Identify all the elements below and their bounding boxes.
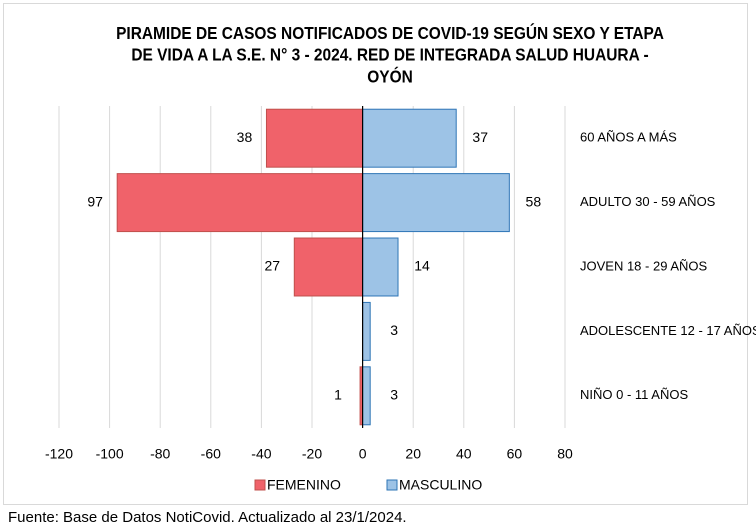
bar (362, 173, 510, 233)
x-tick-label: 60 (507, 446, 523, 462)
bar (293, 237, 364, 297)
data-label: 27 (265, 258, 281, 274)
data-label: 38 (237, 129, 253, 145)
legend-label: FEMENINO (267, 477, 341, 493)
x-tick-label: -100 (96, 446, 124, 462)
x-tick-label: 80 (557, 446, 573, 462)
chart-title: DE VIDA A LA S.E. N° 3 - 2024. RED DE IN… (131, 45, 648, 65)
source-note: Fuente: Base de Datos NotiCovid. Actuali… (8, 509, 407, 526)
bar (362, 237, 399, 297)
bar (362, 108, 457, 168)
category-label: JOVEN 18 - 29 AÑOS (580, 258, 707, 273)
bar (116, 173, 364, 233)
data-label: 14 (414, 258, 430, 274)
legend-swatch (386, 479, 398, 491)
x-tick-label: -120 (45, 446, 73, 462)
x-tick-label: 40 (456, 446, 472, 462)
x-tick-label: -20 (302, 446, 322, 462)
data-label: 37 (472, 129, 488, 145)
bar (362, 301, 371, 361)
category-label: NIÑO 0 - 11 AÑOS (580, 387, 688, 402)
category-label: ADOLESCENTE 12 - 17 AÑOS (580, 323, 756, 338)
data-label: 1 (334, 387, 342, 403)
legend-swatch (254, 479, 266, 491)
x-tick-label: 20 (405, 446, 421, 462)
data-label: 97 (87, 193, 103, 209)
category-label: ADULTO 30 - 59 AÑOS (580, 194, 716, 209)
data-label: 3 (390, 387, 398, 403)
chart-title: OYÓN (367, 67, 413, 87)
data-label: 3 (390, 322, 398, 338)
x-tick-label: -40 (251, 446, 271, 462)
data-label: 58 (526, 193, 542, 209)
legend-label: MASCULINO (399, 477, 482, 493)
x-tick-label: -80 (150, 446, 170, 462)
category-label: 60 AÑOS A MÁS (580, 130, 677, 145)
x-tick-label: 0 (359, 446, 367, 462)
x-tick-label: -60 (201, 446, 221, 462)
bar (362, 366, 371, 426)
chart-title: PIRAMIDE DE CASOS NOTIFICADOS DE COVID-1… (116, 23, 664, 43)
bar (265, 108, 364, 168)
